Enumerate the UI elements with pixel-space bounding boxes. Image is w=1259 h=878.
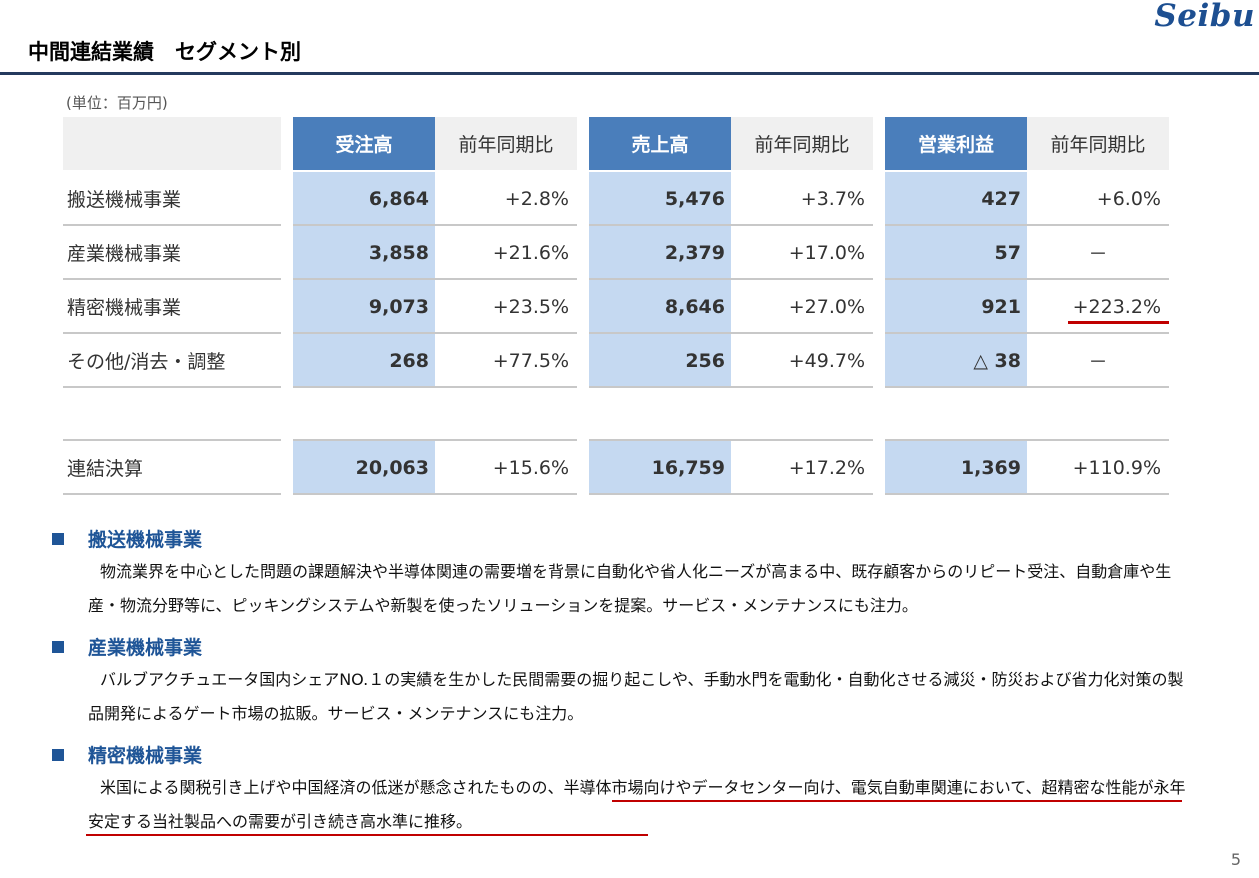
square-bullet-icon bbox=[52, 748, 64, 761]
row-divider bbox=[293, 278, 577, 280]
page-number: 5 bbox=[1230, 850, 1241, 869]
orders-yoy-value: +2.8% bbox=[504, 187, 569, 210]
row-label: 搬送機械事業 bbox=[67, 189, 182, 211]
section-body: バルブアクチュエータ国内シェアNO.１の実績を生かした民間需要の掘り起こしや、手… bbox=[88, 670, 1184, 723]
profit-value: 57 bbox=[885, 226, 1027, 279]
sales-value: 256 bbox=[589, 334, 731, 387]
total-orders-yoy-value: +15.6% bbox=[492, 456, 569, 479]
emphasis-underline bbox=[612, 800, 1182, 802]
row-divider bbox=[293, 386, 577, 388]
sales-yoy-value: +17.0% bbox=[788, 241, 865, 264]
row-label: 精密機械事業 bbox=[67, 297, 182, 319]
company-logo: Seibu bbox=[1154, 0, 1255, 34]
row-divider bbox=[885, 332, 1169, 334]
row-divider bbox=[293, 439, 577, 441]
row-divider bbox=[63, 332, 281, 334]
total-profit-value: 1,369 bbox=[885, 441, 1027, 494]
profit-value: △ 38 bbox=[885, 334, 1027, 387]
total-sales-yoy-value: +17.2% bbox=[788, 456, 865, 479]
sales-yoy-value: +3.7% bbox=[800, 187, 865, 210]
row-divider bbox=[293, 332, 577, 334]
row-divider bbox=[293, 224, 577, 226]
orders-value: 3,858 bbox=[293, 226, 435, 279]
row-divider bbox=[589, 332, 873, 334]
total-sales-value: 16,759 bbox=[589, 441, 731, 494]
row-divider bbox=[63, 386, 281, 388]
sales-value: 5,476 bbox=[589, 172, 731, 225]
title-divider bbox=[0, 72, 1259, 75]
square-bullet-icon bbox=[52, 532, 64, 545]
sales-yoy-value: +27.0% bbox=[788, 295, 865, 318]
profit-yoy-value: － bbox=[1088, 351, 1108, 373]
col-header-orders: 受注高 bbox=[293, 117, 435, 170]
profit-yoy-value: +6.0% bbox=[1096, 187, 1161, 210]
row-divider bbox=[885, 439, 1169, 441]
row-divider bbox=[293, 493, 577, 495]
page-title: 中間連結業績 セグメント別 bbox=[28, 40, 301, 64]
row-divider bbox=[885, 386, 1169, 388]
orders-yoy-value: +21.6% bbox=[492, 241, 569, 264]
col-header-profit: 営業利益 bbox=[885, 117, 1027, 170]
row-divider bbox=[589, 439, 873, 441]
row-divider bbox=[63, 493, 281, 495]
row-divider bbox=[589, 493, 873, 495]
col-header-sales-yoy: 前年同期比 bbox=[731, 117, 873, 170]
section-heading-text: 搬送機械事業 bbox=[88, 529, 203, 551]
emphasis-underline bbox=[86, 834, 648, 836]
profit-value: 921 bbox=[885, 280, 1027, 333]
orders-yoy-value: +23.5% bbox=[492, 295, 569, 318]
orders-yoy-value: +77.5% bbox=[492, 349, 569, 372]
row-divider bbox=[589, 224, 873, 226]
section-heading: 精密機械事業 bbox=[52, 741, 202, 768]
profit-yoy-value: － bbox=[1088, 243, 1108, 265]
row-divider bbox=[63, 439, 281, 441]
col-header-orders-yoy: 前年同期比 bbox=[435, 117, 577, 170]
row-divider bbox=[63, 224, 281, 226]
row-label: 産業機械事業 bbox=[67, 243, 182, 265]
sales-value: 2,379 bbox=[589, 226, 731, 279]
section-heading: 産業機械事業 bbox=[52, 633, 202, 660]
total-row-label: 連結決算 bbox=[67, 458, 144, 480]
orders-value: 268 bbox=[293, 334, 435, 387]
section-heading-text: 産業機械事業 bbox=[88, 637, 203, 659]
section-heading-text: 精密機械事業 bbox=[88, 745, 203, 767]
orders-value: 9,073 bbox=[293, 280, 435, 333]
highlight-underline bbox=[1068, 321, 1169, 324]
total-profit-yoy-value: +110.9% bbox=[1072, 456, 1161, 479]
unit-note: (単位：百万円) bbox=[66, 94, 168, 112]
square-bullet-icon bbox=[52, 640, 64, 653]
table-corner-cell bbox=[63, 117, 281, 170]
section-body: 米国による関税引き上げや中国経済の低迷が懸念されたものの、半導体市場向けやデータ… bbox=[88, 778, 1186, 831]
sales-value: 8,646 bbox=[589, 280, 731, 333]
profit-yoy-value-highlighted: +223.2% bbox=[1072, 295, 1161, 318]
col-header-sales: 売上高 bbox=[589, 117, 731, 170]
section-heading: 搬送機械事業 bbox=[52, 525, 202, 552]
total-orders-value: 20,063 bbox=[293, 441, 435, 494]
row-divider bbox=[589, 278, 873, 280]
section-body: 物流業界を中心とした問題の課題解決や半導体関連の需要増を背景に自動化や省人化ニー… bbox=[88, 562, 1172, 615]
row-divider bbox=[885, 493, 1169, 495]
orders-value: 6,864 bbox=[293, 172, 435, 225]
profit-value: 427 bbox=[885, 172, 1027, 225]
row-divider bbox=[885, 224, 1169, 226]
col-header-profit-yoy: 前年同期比 bbox=[1027, 117, 1169, 170]
sales-yoy-value: +49.7% bbox=[788, 349, 865, 372]
row-divider bbox=[885, 278, 1169, 280]
row-divider bbox=[63, 278, 281, 280]
row-label: その他/消去・調整 bbox=[67, 351, 226, 373]
row-divider bbox=[589, 386, 873, 388]
